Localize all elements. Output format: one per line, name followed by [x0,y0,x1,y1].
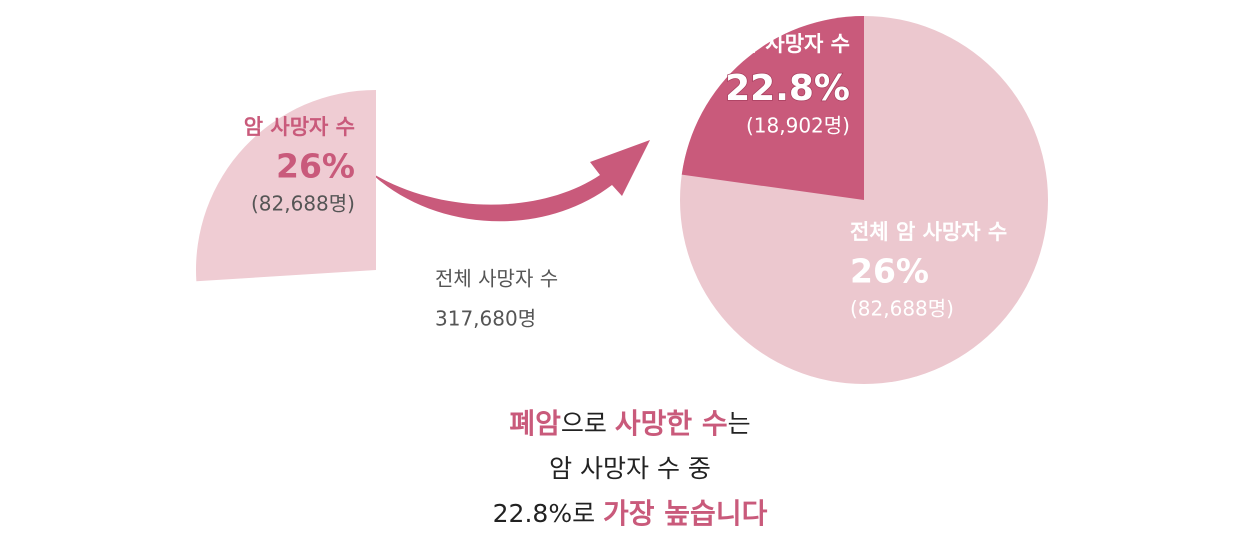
footer-segment: 가장 높습니다 [603,497,768,530]
footer-segment: 폐암 [509,407,561,440]
slice-value: 26% [850,252,929,291]
footer-segment: 22.8%로 [493,499,603,528]
arrow [370,140,650,222]
footer-line: 22.8%로 가장 높습니다 [493,497,768,530]
slice-count: (82,688명) [850,297,954,321]
slice-name: 폐암 사망자 수 [719,32,850,56]
footer-line: 폐암으로 사망한 수는 [509,407,750,440]
footer-line: 암 사망자 수 중 [549,454,711,483]
caption: 317,680명 [435,307,536,331]
footer-segment: 사망한 수 [615,407,728,440]
slice-value: 26% [276,147,355,186]
slice-value: 22.8% [725,68,850,109]
slice-count: (82,688명) [251,192,355,216]
slice-name: 전체 암 사망자 수 [850,220,1007,244]
caption: 전체 사망자 수 [435,267,558,291]
slice-name: 암 사망자 수 [244,115,355,139]
footer-segment: 암 사망자 수 중 [549,454,711,483]
footer-segment: 으로 [561,409,615,438]
slice-count: (18,902명) [746,114,850,138]
pie-slice [196,90,376,282]
pie-slice [681,16,864,200]
footer-segment: 는 [728,409,751,438]
